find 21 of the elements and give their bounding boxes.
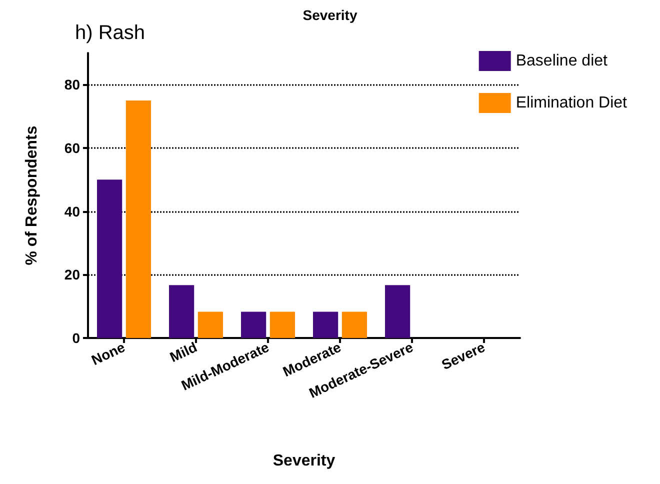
y-tick-label: 60 (64, 140, 80, 156)
bar (241, 312, 266, 338)
y-axis-title: % of Respondents (24, 126, 40, 266)
x-axis-title: Severity (272, 452, 336, 470)
legend-label: Elimination Diet (516, 94, 628, 112)
legend-label: Baseline diet (516, 52, 608, 70)
bar (385, 285, 410, 338)
bar (270, 312, 295, 338)
x-tick-label: None (88, 338, 128, 368)
y-tick-label: 0 (72, 330, 80, 346)
y-tick-label: 20 (64, 266, 80, 283)
text: Severity (302, 7, 358, 23)
bar (313, 312, 338, 338)
bar (97, 180, 122, 338)
bar (169, 285, 194, 338)
bar (342, 312, 367, 338)
y-tick-label: 80 (64, 76, 80, 93)
bar (198, 312, 223, 338)
y-tick-label: 40 (64, 203, 80, 220)
chart-title: h) Rash (75, 22, 146, 44)
bar (126, 100, 151, 338)
